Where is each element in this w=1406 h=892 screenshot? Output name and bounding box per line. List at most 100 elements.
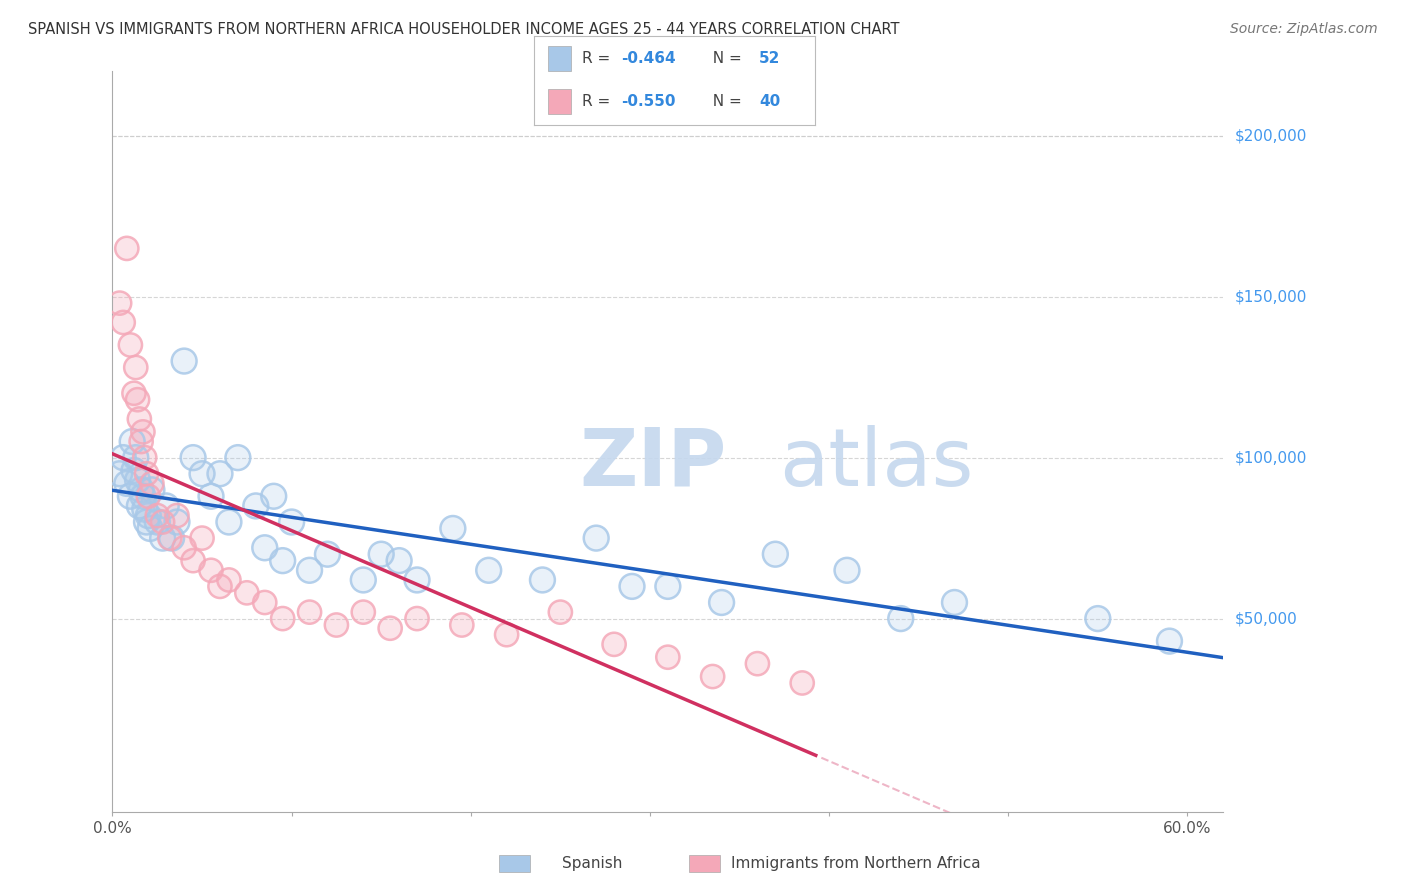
Point <box>173 354 195 368</box>
Point <box>657 650 679 665</box>
Point <box>298 605 321 619</box>
Point <box>173 541 195 555</box>
Point <box>621 579 644 593</box>
Point <box>155 499 177 513</box>
Point <box>125 450 148 465</box>
Point <box>159 531 181 545</box>
Text: $100,000: $100,000 <box>1234 450 1306 465</box>
Point <box>115 241 138 255</box>
Point <box>181 554 204 568</box>
Point <box>108 296 131 310</box>
Point <box>218 573 240 587</box>
Point <box>406 573 429 587</box>
Point <box>173 354 195 368</box>
Text: Spanish: Spanish <box>562 856 623 871</box>
Point <box>125 450 148 465</box>
Point <box>200 563 222 577</box>
Point <box>263 489 285 503</box>
Point <box>127 473 149 487</box>
Point <box>112 315 135 329</box>
Point <box>352 605 374 619</box>
Point <box>127 392 149 407</box>
Point <box>603 637 626 651</box>
Text: Source: ZipAtlas.com: Source: ZipAtlas.com <box>1230 22 1378 37</box>
Point <box>218 515 240 529</box>
Point <box>181 450 204 465</box>
Point <box>495 628 517 642</box>
Point <box>191 531 214 545</box>
Point <box>115 476 138 491</box>
Point <box>159 531 181 545</box>
Point <box>191 467 214 481</box>
Point <box>122 386 145 401</box>
Point <box>450 618 472 632</box>
Point <box>108 467 131 481</box>
Point <box>316 547 339 561</box>
Point <box>352 573 374 587</box>
Point <box>380 621 402 635</box>
Point <box>166 508 188 523</box>
Point <box>128 412 150 426</box>
Point <box>218 515 240 529</box>
Point <box>763 547 786 561</box>
Point <box>316 547 339 561</box>
Point <box>325 618 347 632</box>
Point <box>127 392 149 407</box>
Point <box>191 531 214 545</box>
Point <box>120 489 142 503</box>
Point <box>125 360 148 375</box>
Point <box>245 499 267 513</box>
Point <box>152 531 174 545</box>
Point <box>120 489 142 503</box>
Text: 52: 52 <box>759 52 780 66</box>
Point <box>166 515 188 529</box>
Point <box>152 515 174 529</box>
Point <box>406 611 429 625</box>
Point <box>129 483 152 497</box>
Point <box>181 450 204 465</box>
Point <box>112 450 135 465</box>
Point <box>1159 634 1181 648</box>
Point <box>208 467 231 481</box>
Point <box>135 467 157 481</box>
Point <box>112 315 135 329</box>
Text: SPANISH VS IMMIGRANTS FROM NORTHERN AFRICA HOUSEHOLDER INCOME AGES 25 - 44 YEARS: SPANISH VS IMMIGRANTS FROM NORTHERN AFRI… <box>28 22 900 37</box>
Point <box>298 563 321 577</box>
Point <box>122 386 145 401</box>
Point <box>134 450 156 465</box>
Point <box>120 338 142 352</box>
Point <box>253 595 276 609</box>
Point <box>280 515 302 529</box>
Point <box>135 515 157 529</box>
Text: $50,000: $50,000 <box>1234 611 1298 626</box>
Point <box>531 573 554 587</box>
Point <box>132 425 155 439</box>
Point <box>253 541 276 555</box>
Point <box>146 508 169 523</box>
Point <box>710 595 733 609</box>
Point <box>132 489 155 503</box>
Point <box>835 563 858 577</box>
Text: -0.464: -0.464 <box>621 52 676 66</box>
Point <box>132 425 155 439</box>
Point <box>129 434 152 449</box>
Point <box>208 579 231 593</box>
Text: Immigrants from Northern Africa: Immigrants from Northern Africa <box>731 856 981 871</box>
Point <box>370 547 392 561</box>
Point <box>253 595 276 609</box>
Point <box>173 541 195 555</box>
Point <box>121 434 143 449</box>
Point <box>121 434 143 449</box>
Point <box>141 483 163 497</box>
Point <box>792 676 814 690</box>
Point <box>380 621 402 635</box>
Text: $150,000: $150,000 <box>1234 289 1306 304</box>
Text: -0.550: -0.550 <box>621 95 676 109</box>
Point <box>128 499 150 513</box>
Point <box>585 531 607 545</box>
Point <box>181 554 204 568</box>
Point <box>890 611 912 625</box>
Point <box>141 483 163 497</box>
Point <box>792 676 814 690</box>
Point <box>139 521 162 535</box>
